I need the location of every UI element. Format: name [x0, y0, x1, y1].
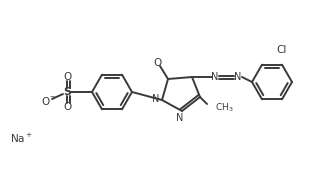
Text: O: O — [63, 102, 71, 112]
Text: S: S — [63, 87, 71, 97]
Text: N: N — [176, 113, 184, 123]
Text: N: N — [234, 72, 242, 82]
Text: N: N — [211, 72, 219, 82]
Text: O: O — [63, 72, 71, 82]
Text: Na$^+$: Na$^+$ — [10, 131, 33, 144]
Text: N: N — [152, 94, 159, 104]
Text: Cl: Cl — [277, 45, 287, 55]
Text: CH$_3$: CH$_3$ — [215, 102, 234, 114]
Text: $^{-}$: $^{-}$ — [49, 93, 55, 102]
Text: O: O — [41, 97, 49, 107]
Text: O: O — [153, 58, 161, 68]
